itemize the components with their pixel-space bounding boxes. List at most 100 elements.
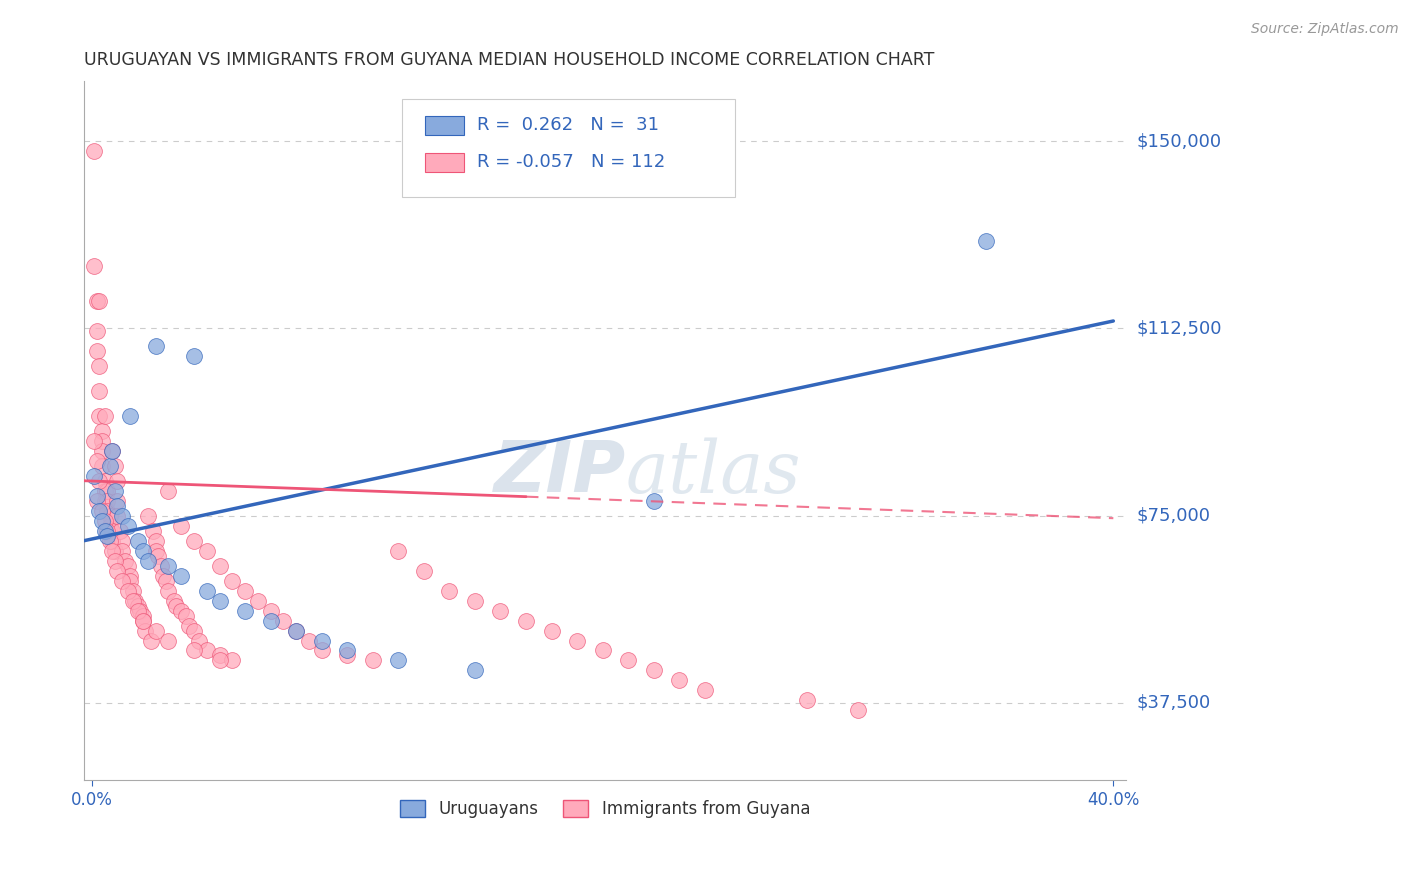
Point (183, 643, 205, 657)
Point (285, 624, 308, 638)
Point (846, 703, 869, 717)
Point (170, 518, 193, 533)
Text: Source: ZipAtlas.com: Source: ZipAtlas.com (1251, 22, 1399, 37)
Point (96, 493, 118, 508)
Point (336, 643, 359, 657)
Point (101, 443, 124, 458)
Bar (425, 116, 464, 136)
Point (124, 593, 146, 607)
Point (105, 493, 128, 508)
Point (170, 568, 193, 582)
Point (152, 568, 174, 582)
Point (98, 518, 121, 533)
Point (111, 508, 134, 523)
Text: URUGUAYAN VS IMMIGRANTS FROM GUYANA MEDIAN HOUSEHOLD INCOME CORRELATION CHART: URUGUAYAN VS IMMIGRANTS FROM GUYANA MEDI… (84, 51, 935, 69)
Point (489, 603, 512, 617)
Point (246, 593, 269, 607)
Point (104, 543, 127, 558)
Text: atlas: atlas (626, 437, 801, 508)
Point (464, 593, 486, 607)
Point (134, 624, 156, 638)
Point (157, 583, 180, 598)
Text: ZIP: ZIP (494, 438, 626, 508)
Point (93, 493, 115, 508)
Point (89, 474, 111, 488)
Point (412, 564, 434, 578)
Point (101, 443, 124, 458)
Point (93, 514, 115, 528)
Point (464, 664, 486, 678)
Point (139, 633, 162, 648)
Point (93, 474, 115, 488)
Point (221, 653, 243, 667)
Point (221, 574, 243, 588)
Point (208, 648, 231, 663)
Point (91, 504, 114, 518)
Point (105, 474, 128, 488)
Point (259, 614, 281, 628)
Point (93, 409, 115, 423)
Point (208, 558, 231, 573)
Bar (425, 153, 464, 172)
Point (142, 524, 165, 538)
Text: $75,000: $75,000 (1136, 507, 1211, 524)
Point (89, 359, 111, 373)
Point (127, 603, 149, 617)
Point (157, 483, 180, 498)
Point (111, 533, 134, 548)
Point (145, 339, 167, 353)
Point (108, 524, 131, 538)
Point (233, 583, 256, 598)
Point (120, 568, 142, 582)
Point (796, 693, 818, 707)
Point (176, 608, 198, 623)
Point (83, 259, 105, 273)
Point (117, 583, 139, 598)
Point (439, 583, 461, 598)
Point (101, 533, 124, 548)
Point (89, 504, 111, 518)
Point (149, 558, 172, 573)
Point (145, 624, 167, 638)
Point (155, 574, 177, 588)
Point (565, 633, 588, 648)
Point (162, 593, 184, 607)
Point (105, 499, 128, 513)
Point (86, 343, 108, 358)
Point (361, 653, 384, 667)
Point (105, 508, 128, 523)
Point (336, 648, 359, 663)
Point (111, 543, 134, 558)
Point (129, 603, 152, 617)
Point (617, 653, 640, 667)
Point (195, 543, 218, 558)
Point (693, 683, 716, 698)
Point (183, 349, 205, 363)
Point (104, 458, 127, 473)
Point (298, 633, 321, 648)
Point (643, 664, 665, 678)
Point (540, 624, 562, 638)
Point (183, 624, 205, 638)
Point (592, 643, 614, 657)
Point (132, 614, 155, 628)
Point (132, 614, 155, 628)
Point (132, 543, 155, 558)
Point (91, 434, 114, 448)
Point (121, 583, 143, 598)
Point (89, 409, 111, 423)
Point (86, 493, 108, 508)
Point (387, 543, 409, 558)
Point (127, 533, 149, 548)
Point (208, 593, 231, 607)
Point (285, 624, 308, 638)
Point (96, 529, 118, 543)
Point (387, 653, 409, 667)
Point (515, 614, 537, 628)
Point (93, 524, 115, 538)
Point (145, 543, 167, 558)
Point (91, 514, 114, 528)
Point (111, 574, 134, 588)
Point (117, 518, 139, 533)
Point (91, 424, 114, 438)
